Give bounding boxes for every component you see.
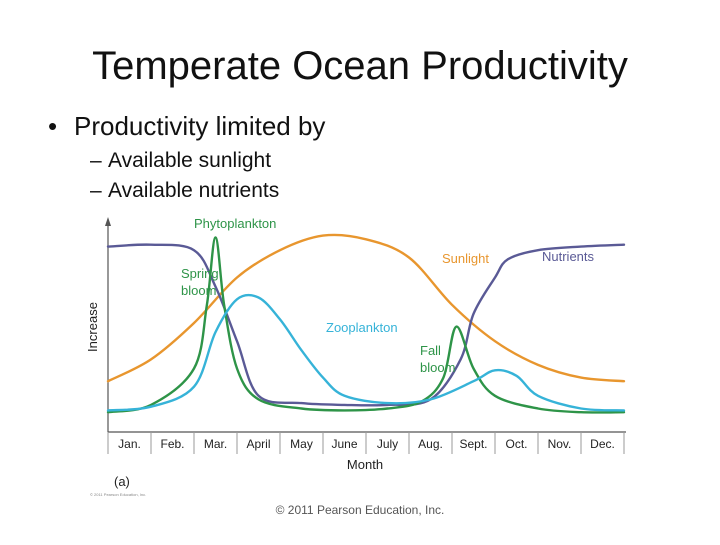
bullet-dot: • xyxy=(48,111,58,141)
x-tick-label: Jan. xyxy=(118,437,141,451)
annotations: Phytoplankton Spring bloom Fall bloom Zo… xyxy=(181,216,595,375)
x-tick-label: Oct. xyxy=(505,437,527,451)
x-axis-title: Month xyxy=(347,457,383,472)
x-tick-label: June xyxy=(331,437,357,451)
axes: Jan. Feb. Mar. April May June July Aug. Sept. Oct… xyxy=(105,217,626,454)
figure-credit: © 2011 Pearson Education, Inc. xyxy=(90,492,146,497)
x-tick-label: Dec. xyxy=(590,437,615,451)
series xyxy=(106,233,626,414)
x-tick-label: May xyxy=(290,437,313,451)
x-tick-label: Sept. xyxy=(459,437,487,451)
subbullet-text: Available nutrients xyxy=(108,179,280,202)
annotation-spring: Spring xyxy=(181,266,219,281)
x-tick-label: April xyxy=(246,437,270,451)
bullet-item: • Productivity limited by xyxy=(48,110,325,142)
annotation-zooplankton: Zooplankton xyxy=(326,320,398,335)
bullet-text: Productivity limited by xyxy=(74,111,326,141)
copyright-footer: © 2011 Pearson Education, Inc. xyxy=(275,503,445,517)
series-line-phytoplankton xyxy=(106,236,626,414)
x-tick-label: Nov. xyxy=(548,437,572,451)
y-axis-title: Increase xyxy=(85,302,100,352)
subbullet-nutrients: – Available nutrients xyxy=(90,178,279,204)
subbullet-dash: – xyxy=(90,149,102,172)
series-line-zooplankton xyxy=(106,293,626,412)
annotation-nutrients: Nutrients xyxy=(542,249,595,264)
x-tick-label: Mar. xyxy=(204,437,227,451)
slide-title: Temperate Ocean Productivity xyxy=(92,44,628,88)
figure-label: (a) xyxy=(114,474,130,489)
y-axis-arrow xyxy=(105,217,111,226)
subbullet-dash: – xyxy=(90,179,102,202)
x-tick-label: July xyxy=(377,437,398,451)
annotation-fall-bloom: bloom xyxy=(420,360,455,375)
subbullet-text: Available sunlight xyxy=(108,149,272,172)
annotation-sunlight: Sunlight xyxy=(442,251,489,266)
x-tick-label: Feb. xyxy=(160,437,184,451)
series-line-sunlight xyxy=(106,233,626,383)
x-tick-label: Aug. xyxy=(418,437,443,451)
annotation-fall: Fall xyxy=(420,343,441,358)
annotation-phytoplankton: Phytoplankton xyxy=(194,216,276,231)
annotation-spring-bloom: bloom xyxy=(181,283,216,298)
subbullet-sunlight: – Available sunlight xyxy=(90,148,271,174)
